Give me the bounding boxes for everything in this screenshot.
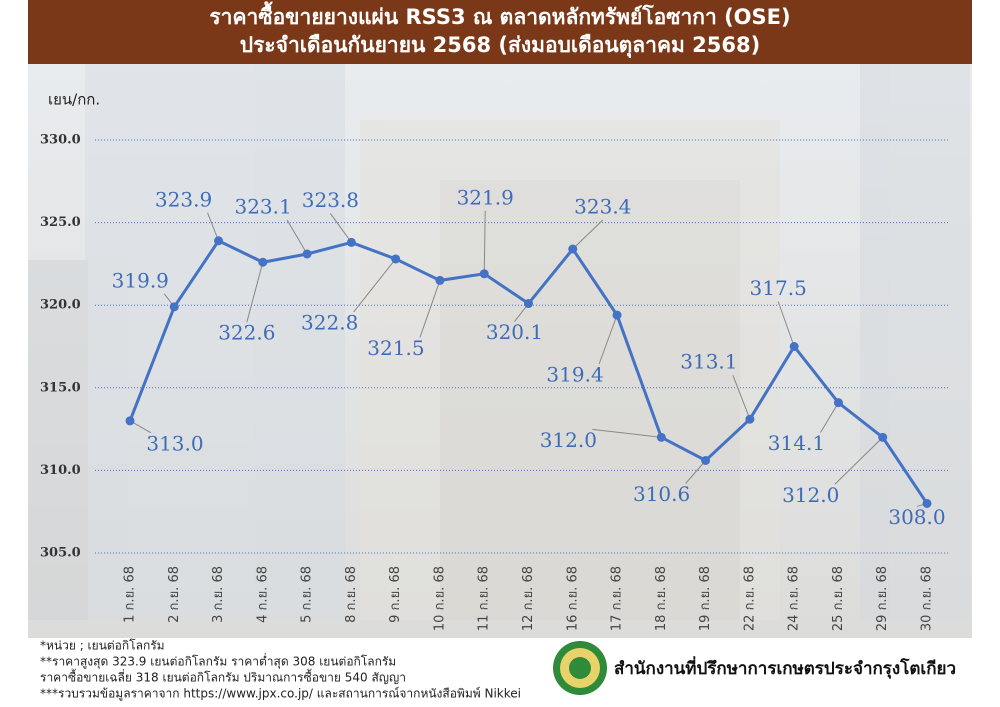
x-tick-label: 29 ก.ย. 68 [875,566,890,631]
y-tick-label: 325.0 [40,215,81,230]
x-tick-label: 1 ก.ย. 68 [123,566,138,623]
data-point [214,236,224,246]
x-tick-label: 5 ก.ย. 68 [300,566,315,623]
x-tick-label: 11 ก.ย. 68 [477,566,492,631]
leader-line [572,219,604,250]
leader-line [820,402,839,433]
x-tick-label: 22 ก.ย. 68 [742,566,757,631]
data-label: 310.6 [633,482,690,506]
chart-title: ราคาซื้อขายยางแผ่น RSS3 ณ ตลาดหลักทรัพย์… [209,1,790,29]
data-point [346,237,356,247]
data-point [125,416,135,426]
logo [553,641,607,695]
data-point [833,398,843,408]
data-label: 321.9 [457,185,514,209]
footnote: **ราคาสูงสุด 323.9 เยนต่อกิโลกรัม ราคาต่… [40,653,396,670]
data-point [169,302,179,312]
x-tick-label: 17 ก.ย. 68 [610,566,625,631]
data-point [789,342,799,351]
data-point [302,249,312,259]
header-bar [28,0,972,64]
data-label: 314.1 [768,431,825,455]
data-label: 312.0 [782,483,839,507]
data-point [745,414,755,424]
data-label: 323.4 [574,195,631,219]
y-tick-label: 310.0 [40,463,81,478]
x-tick-label: 19 ก.ย. 68 [698,566,713,631]
x-tick-label: 18 ก.ย. 68 [654,566,669,631]
leader-line [353,258,397,313]
data-label: 320.1 [486,320,543,344]
x-tick-label: 24 ก.ย. 68 [787,566,802,631]
data-label: 322.6 [218,321,275,345]
data-label: 323.1 [234,194,291,218]
data-label: 319.4 [546,363,603,387]
data-point [435,275,445,285]
organization-name: สำนักงานที่ปรึกษาการเกษตรประจำกรุงโตเกีย… [614,656,956,679]
data-point [524,299,533,309]
building-silhouettes [28,60,970,620]
data-label: 317.5 [750,276,807,300]
data-label: 319.9 [112,268,169,292]
data-label: 323.8 [302,188,359,212]
data-label: 308.0 [888,505,945,529]
data-point [391,254,401,264]
x-tick-label: 2 ก.ย. 68 [167,566,182,623]
x-tick-label: 9 ก.ย. 68 [388,566,403,623]
x-tick-label: 25 ก.ย. 68 [831,566,846,631]
data-point [922,498,932,508]
data-label: 312.0 [540,428,597,452]
data-label: 313.0 [146,431,203,455]
leader-line [483,210,486,274]
leader-line [598,314,618,365]
footnote: *หน่วย ; เยนต่อกิโลกรัม [40,639,165,653]
y-tick-label: 305.0 [40,546,81,561]
data-label: 313.1 [680,350,737,374]
data-label: 322.8 [301,310,358,334]
x-tick-label: 10 ก.ย. 68 [432,566,447,631]
footnote: ราคาซื้อขายเฉลี่ย 318 เยนต่อกิโลกรัม ปริ… [40,669,406,685]
footnote: ***รวบรวมข้อมูลราคาจาก https://www.jpx.c… [40,687,521,702]
y-axis-label: เยน/กก. [48,91,100,109]
leader-line [777,301,795,347]
x-tick-label: 16 ก.ย. 68 [565,566,580,631]
y-tick-label: 320.0 [40,298,81,313]
x-tick-label: 12 ก.ย. 68 [521,566,536,631]
leader-line [246,262,264,323]
y-tick-label: 330.0 [40,133,81,148]
x-tick-label: 4 ก.ย. 68 [255,566,270,623]
data-point [479,269,489,279]
footer-band [28,638,972,703]
leader-line [329,213,352,243]
leader-line [419,280,441,338]
x-tick-label: 8 ก.ย. 68 [344,566,359,623]
x-tick-label: 3 ก.ย. 68 [211,566,226,623]
leader-line [834,437,884,485]
data-point [701,455,711,465]
data-label: 321.5 [367,336,424,360]
chart-subtitle: ประจำเดือนกันยายน 2568 (ส่งมอบเดือนตุลาค… [240,33,760,59]
data-point [612,310,622,320]
leader-line [685,460,706,484]
data-point [568,244,578,254]
leader-line [207,212,220,241]
leader-line [732,375,751,420]
data-point [878,432,888,442]
leader-line [592,428,662,438]
y-tick-label: 315.0 [40,380,81,395]
data-point [258,257,268,267]
x-tick-label: 30 ก.ย. 68 [920,566,935,631]
data-point [656,432,666,442]
leader-line [286,219,308,255]
data-label: 323.9 [155,187,212,211]
